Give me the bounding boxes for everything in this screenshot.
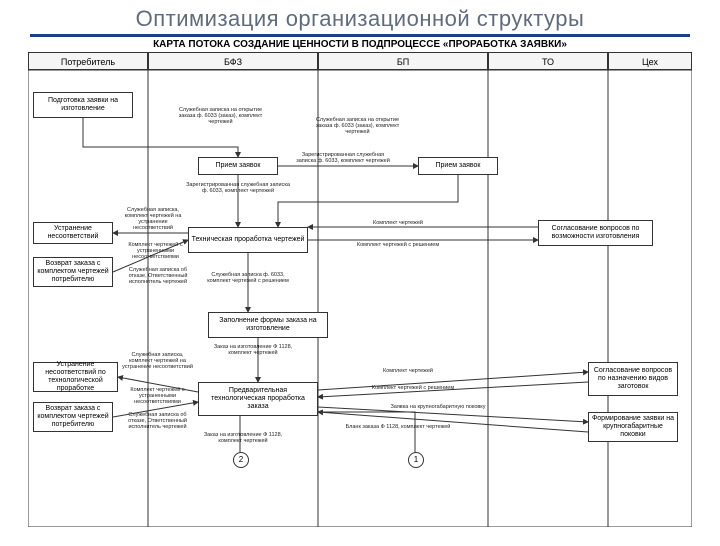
process-node: Техническая проработка чертежей: [188, 227, 308, 253]
edge-label: Комплект чертежей с решением: [338, 242, 458, 248]
edge-label: Служебная записка на открытие заказа ф. …: [173, 107, 268, 125]
edge-label: Комплект чертежей с устраненными несоотв…: [120, 387, 195, 405]
edge-label: Комплект чертежей: [358, 220, 438, 226]
connector-circle: 2: [233, 452, 249, 468]
edge-label: Служебная записка, комплект чертежей на …: [120, 352, 195, 370]
edge-label: Служебная записка ф. 6033, комплект черт…: [203, 272, 293, 284]
column-header: ТО: [488, 52, 608, 70]
process-node: Возврат заказа с комплектом чертежей пот…: [33, 402, 113, 432]
column-header: Потребитель: [28, 52, 148, 70]
process-node: Заполнение формы заказа на изготовление: [208, 312, 328, 338]
edge-label: Комплект чертежей с решением: [348, 385, 478, 391]
edge-label: Заказ на изготовление Ф 1128, комплект ч…: [203, 344, 303, 356]
page-title: Оптимизация организационной структуры: [0, 6, 720, 32]
edge-label: Служебная записка об отказе, Ответственн…: [123, 267, 193, 285]
process-node: Предварительная технологическая проработ…: [198, 382, 318, 416]
edge-label: Служебная записка, комплект чертежей на …: [118, 207, 188, 231]
column-header: БФЗ: [148, 52, 318, 70]
column-header: Цех: [608, 52, 692, 70]
connector-circle: 1: [408, 452, 424, 468]
process-node: Возврат заказа с комплектом чертежей пот…: [33, 257, 113, 287]
edge-label: Служебная записка на открытие заказа ф. …: [310, 117, 405, 135]
process-node: Прием заявок: [198, 157, 278, 175]
title-divider: [30, 34, 690, 37]
process-node: Формирование заявки на крупногабаритные …: [588, 412, 678, 442]
process-node: Подготовка заявки на изготовление: [33, 92, 133, 118]
edge-label: Зарегистрированная служебная записка ф. …: [183, 182, 293, 194]
edge-label: Комплект чертежей с устраненными несоотв…: [118, 242, 193, 260]
process-node: Устранение несоответствий: [33, 222, 113, 244]
column-header: БП: [318, 52, 488, 70]
process-node: Согласование вопросов по назначению видо…: [588, 362, 678, 396]
swimlane-diagram: ПотребительБФЗБПТОЦех Подготовка заявки н…: [28, 52, 692, 527]
map-title: КАРТА ПОТОКА СОЗДАНИЕ ЦЕННОСТИ В ПОДПРОЦ…: [0, 39, 720, 50]
edge-label: Зарегистрированная служебная записка ф. …: [293, 152, 393, 164]
process-node: Прием заявок: [418, 157, 498, 175]
edge-label: Заказ на изготовление Ф 1128, комплект ч…: [193, 432, 293, 444]
edge-label: Служебная записка об отказе, Ответственн…: [120, 412, 195, 430]
process-node: Согласование вопросов по возможности изг…: [538, 220, 653, 246]
edge-label: Заявка на крупногабаритную поковку: [358, 404, 518, 410]
edge-label: Бланк заказа Ф 1128, комплект чертежей: [328, 424, 468, 430]
process-node: Устранение несоответствий по технологиче…: [33, 362, 118, 392]
edge-label: Комплект чертежей: [358, 368, 458, 374]
